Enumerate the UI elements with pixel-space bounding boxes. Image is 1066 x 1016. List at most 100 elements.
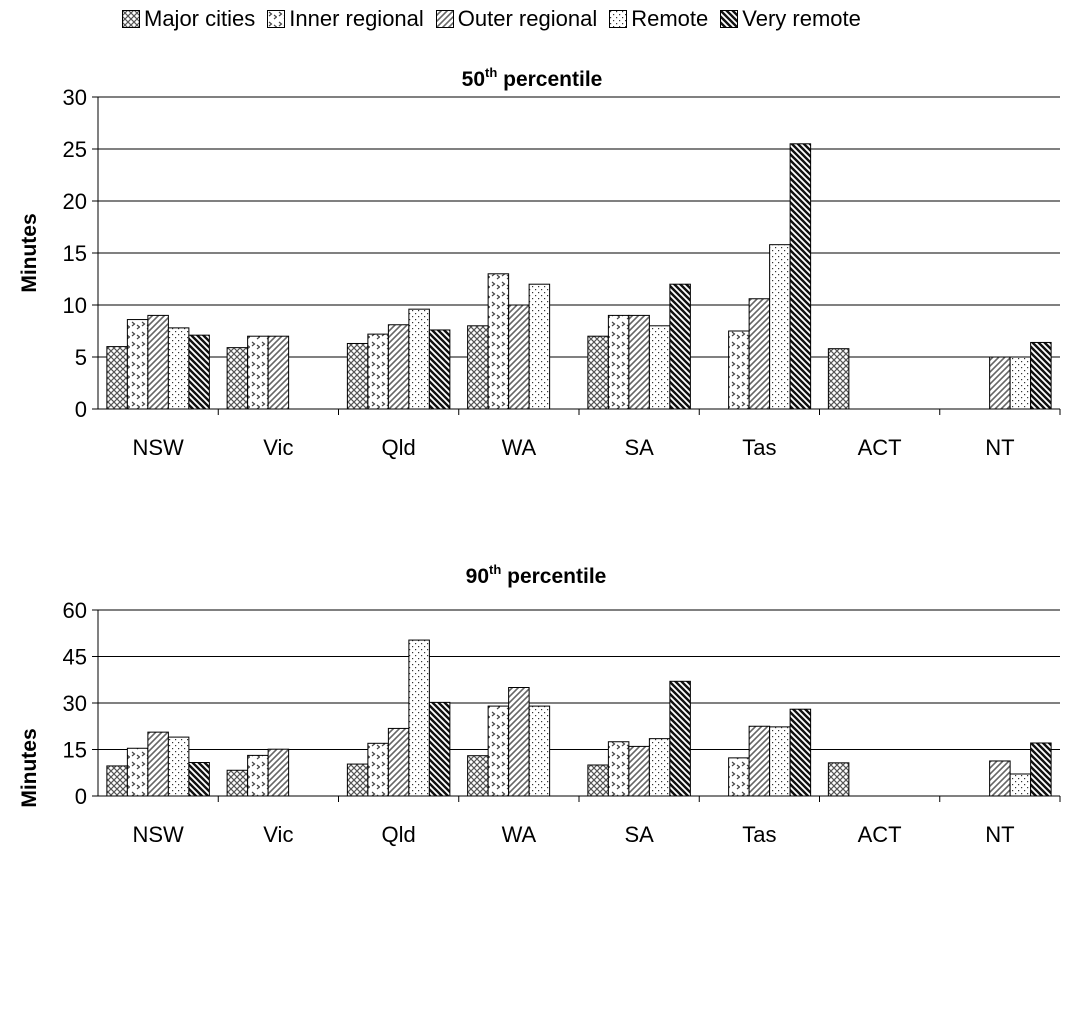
legend-swatch-chevron (267, 10, 286, 28)
x-tick-label: WA (502, 435, 537, 460)
chart-title-bottom: 90th percentile (466, 562, 607, 588)
bar-sa-inner-regional (607, 741, 630, 797)
y-tick-label: 10 (63, 293, 87, 318)
bar-nsw-very-remote (188, 762, 210, 797)
bar-sa-outer-regional (628, 314, 650, 410)
bar-wa-major-cities (467, 755, 489, 797)
bar-wa-inner-regional (487, 273, 510, 410)
legend-label: Inner regional (289, 6, 424, 31)
bar-nsw-outer-regional (147, 314, 169, 410)
bar-qld-remote (408, 639, 430, 797)
bar-qld-inner-regional (367, 742, 389, 797)
bar-nsw-very-remote (188, 334, 210, 410)
bar-nt-remote (1009, 356, 1032, 410)
x-tick-label: ACT (858, 822, 902, 847)
bar-vic-major-cities (226, 347, 249, 410)
y-tick-label: 15 (63, 738, 87, 763)
x-tick-label: ACT (858, 435, 902, 460)
bar-nsw-inner-regional (126, 747, 149, 797)
legend-item-outer-regional: Outer regional (435, 6, 598, 32)
y-tick-label: 15 (63, 241, 87, 266)
chart-legend: Major cities Inner regional Outer region… (122, 4, 873, 34)
legend-swatch-crosshatch (122, 10, 140, 28)
bar-sa-major-cities (587, 764, 609, 797)
x-tick-label: NT (985, 822, 1014, 847)
bar-act-major-cities (827, 348, 850, 410)
y-tick-label: 60 (63, 598, 87, 623)
bar-sa-remote (648, 325, 671, 410)
plot-50th-percentile: 0 5 10 15 20 25 30 NSW Vic Qld WA SA Tas ACT NT (63, 85, 1061, 460)
bar-wa-major-cities (467, 325, 489, 410)
bar-qld-major-cities (346, 763, 369, 797)
y-tick-label: 5 (75, 345, 87, 370)
bar-tas-inner-regional (728, 757, 750, 797)
y-tick-label: 20 (63, 189, 87, 214)
x-tick-label: Tas (742, 435, 776, 460)
legend-item-remote: Remote (609, 6, 708, 32)
bar-qld-very-remote (428, 329, 451, 410)
bar-nt-very-remote (1030, 742, 1052, 797)
bar-qld-very-remote (428, 701, 451, 797)
bar-nsw-outer-regional (147, 731, 169, 797)
y-tick-label: 25 (63, 137, 87, 162)
legend-item-major-cities: Major cities (122, 6, 255, 32)
bar-qld-major-cities (346, 342, 369, 410)
bar-vic-inner-regional (247, 335, 269, 410)
bar-sa-very-remote (669, 283, 691, 410)
legend-item-inner-regional: Inner regional (267, 6, 424, 32)
x-tick-label: NSW (132, 435, 184, 460)
x-tick-label: NT (985, 435, 1014, 460)
bar-act-major-cities (827, 762, 850, 797)
bar-vic-outer-regional (267, 748, 290, 797)
bar-tas-remote (769, 244, 791, 410)
x-tick-label: NSW (132, 822, 184, 847)
x-tick-label: WA (502, 822, 537, 847)
bar-nsw-remote (167, 736, 190, 797)
bar-qld-outer-regional (387, 727, 410, 797)
plot-90th-percentile: 0 15 30 45 60 NSW Vic Qld WA SA Tas ACT NT (63, 598, 1061, 847)
y-axis-label-top: Minutes (18, 213, 41, 292)
bar-wa-remote (528, 283, 551, 410)
bar-nsw-major-cities (106, 765, 128, 797)
bar-nsw-remote (167, 327, 190, 410)
bar-sa-remote (648, 738, 671, 797)
bar-wa-outer-regional (508, 687, 530, 797)
y-tick-label: 45 (63, 645, 87, 670)
legend-label: Very remote (742, 6, 861, 31)
legend-item-very-remote: Very remote (720, 6, 861, 32)
bar-tas-remote (769, 726, 791, 797)
x-tick-label: Qld (382, 822, 416, 847)
bar-vic-outer-regional (267, 335, 290, 410)
bar-qld-inner-regional (367, 333, 389, 410)
legend-swatch-dots (609, 10, 628, 28)
bar-vic-major-cities (226, 769, 249, 797)
bar-nsw-major-cities (106, 346, 128, 410)
y-tick-label: 0 (75, 397, 87, 422)
bar-nsw-inner-regional (126, 319, 149, 410)
bar-tas-outer-regional (748, 298, 771, 410)
legend-swatch-dark-diagonal (720, 10, 739, 28)
legend-swatch-diagonal (435, 10, 454, 28)
x-tick-label: Vic (263, 435, 293, 460)
bar-wa-inner-regional (487, 705, 510, 797)
bar-sa-very-remote (669, 680, 691, 797)
bar-qld-remote (408, 308, 430, 410)
y-tick-label: 30 (63, 691, 87, 716)
y-tick-label: 30 (63, 85, 87, 110)
bar-nt-outer-regional (989, 760, 1011, 797)
bar-nt-very-remote (1030, 341, 1052, 410)
y-tick-label: 0 (75, 784, 87, 809)
bar-nt-outer-regional (989, 356, 1011, 410)
bar-tas-very-remote (789, 143, 812, 410)
bar-wa-outer-regional (508, 304, 530, 410)
legend-label: Remote (631, 6, 709, 31)
bar-vic-inner-regional (247, 754, 269, 797)
legend-label: Major cities (144, 6, 256, 31)
bar-sa-inner-regional (607, 314, 630, 410)
x-tick-label: Vic (263, 822, 293, 847)
bar-tas-inner-regional (728, 330, 750, 410)
legend-label: Outer regional (457, 6, 598, 31)
y-axis-label-bottom: Minutes (18, 728, 41, 807)
